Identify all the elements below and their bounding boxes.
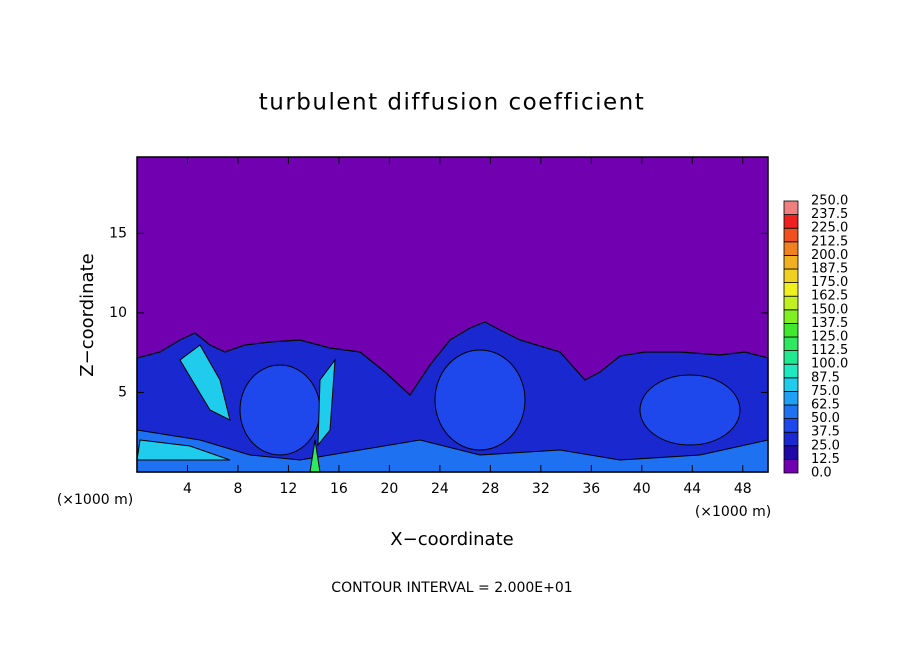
y-tick-label: 15 (109, 225, 127, 241)
note: CONTOUR INTERVAL = 2.000E+01 (331, 580, 572, 596)
colorbar-box (783, 214, 799, 229)
chart-title: turbulent diffusion coefficient (259, 90, 646, 116)
colorbar-label: 112.5 (811, 343, 848, 358)
colorbar-label: 50.0 (811, 411, 840, 426)
colorbar-label: 25.0 (811, 438, 840, 453)
colorbar-label: 125.0 (811, 330, 848, 345)
x-tick-label: 28 (481, 481, 499, 497)
colorbar-label: 225.0 (811, 221, 848, 236)
field-region (239, 364, 321, 456)
x-tick-label: 24 (431, 481, 449, 497)
colorbar-label: 62.5 (811, 398, 840, 413)
colorbar-box (783, 241, 799, 256)
x-tick-label: 44 (683, 481, 701, 497)
colorbar-box (783, 227, 799, 243)
x-tick-label: 36 (582, 481, 600, 497)
colorbar-label: 162.5 (811, 289, 848, 304)
colorbar-label: 237.5 (811, 207, 848, 222)
x-tick-label: 32 (532, 481, 550, 497)
colorbar-box (783, 350, 799, 365)
colorbar-box (783, 363, 799, 379)
x-unit-label: (×1000 m) (695, 504, 771, 520)
field-region (434, 349, 526, 451)
colorbar-box (783, 404, 799, 420)
colorbar-box (783, 445, 799, 460)
x-unit-label: (×1000 m) (57, 492, 133, 508)
x-tick-label: 12 (280, 481, 298, 497)
colorbar-label: 87.5 (811, 370, 840, 385)
colorbar-label: 250.0 (811, 194, 848, 209)
colorbar-box (783, 268, 799, 284)
colorbar-label: 0.0 (811, 466, 832, 481)
colorbar-box (783, 309, 799, 324)
colorbar-box (783, 431, 799, 447)
x-tick-label: 48 (734, 481, 752, 497)
colorbar-box (783, 458, 799, 474)
plot-frame (136, 156, 769, 473)
x-tick-label: 8 (233, 481, 242, 497)
colorbar-label: 137.5 (811, 316, 848, 331)
colorbar-box (783, 200, 799, 216)
x-axis-label: X−coordinate (390, 529, 513, 550)
y-tick-label: 10 (109, 305, 127, 321)
colorbar-box (783, 295, 799, 311)
field-region (639, 374, 741, 446)
colorbar-label: 212.5 (811, 234, 848, 249)
colorbar-box (783, 282, 799, 297)
colorbar-box (783, 390, 799, 406)
colorbar-box (783, 377, 799, 392)
colorbar-box (783, 336, 799, 352)
colorbar-box (783, 322, 799, 338)
colorbar-label: 75.0 (811, 384, 840, 399)
colorbar-label: 12.5 (811, 452, 840, 467)
colorbar-label: 150.0 (811, 302, 848, 317)
colorbar-label: 200.0 (811, 248, 848, 263)
colorbar-box (783, 254, 799, 270)
x-tick-label: 40 (633, 481, 651, 497)
y-tick-label: 5 (118, 384, 127, 400)
x-tick-label: 20 (380, 481, 398, 497)
colorbar-label: 37.5 (811, 425, 840, 440)
x-tick-label: 16 (330, 481, 348, 497)
y-axis-label: Z−coordinate (77, 253, 98, 376)
colorbar-label: 187.5 (811, 262, 848, 277)
field (136, 157, 769, 473)
x-tick-label: 4 (183, 481, 192, 497)
field-region (136, 344, 336, 461)
colorbar-box (783, 418, 799, 433)
colorbar-label: 175.0 (811, 275, 848, 290)
colorbar-label: 100.0 (811, 357, 848, 372)
